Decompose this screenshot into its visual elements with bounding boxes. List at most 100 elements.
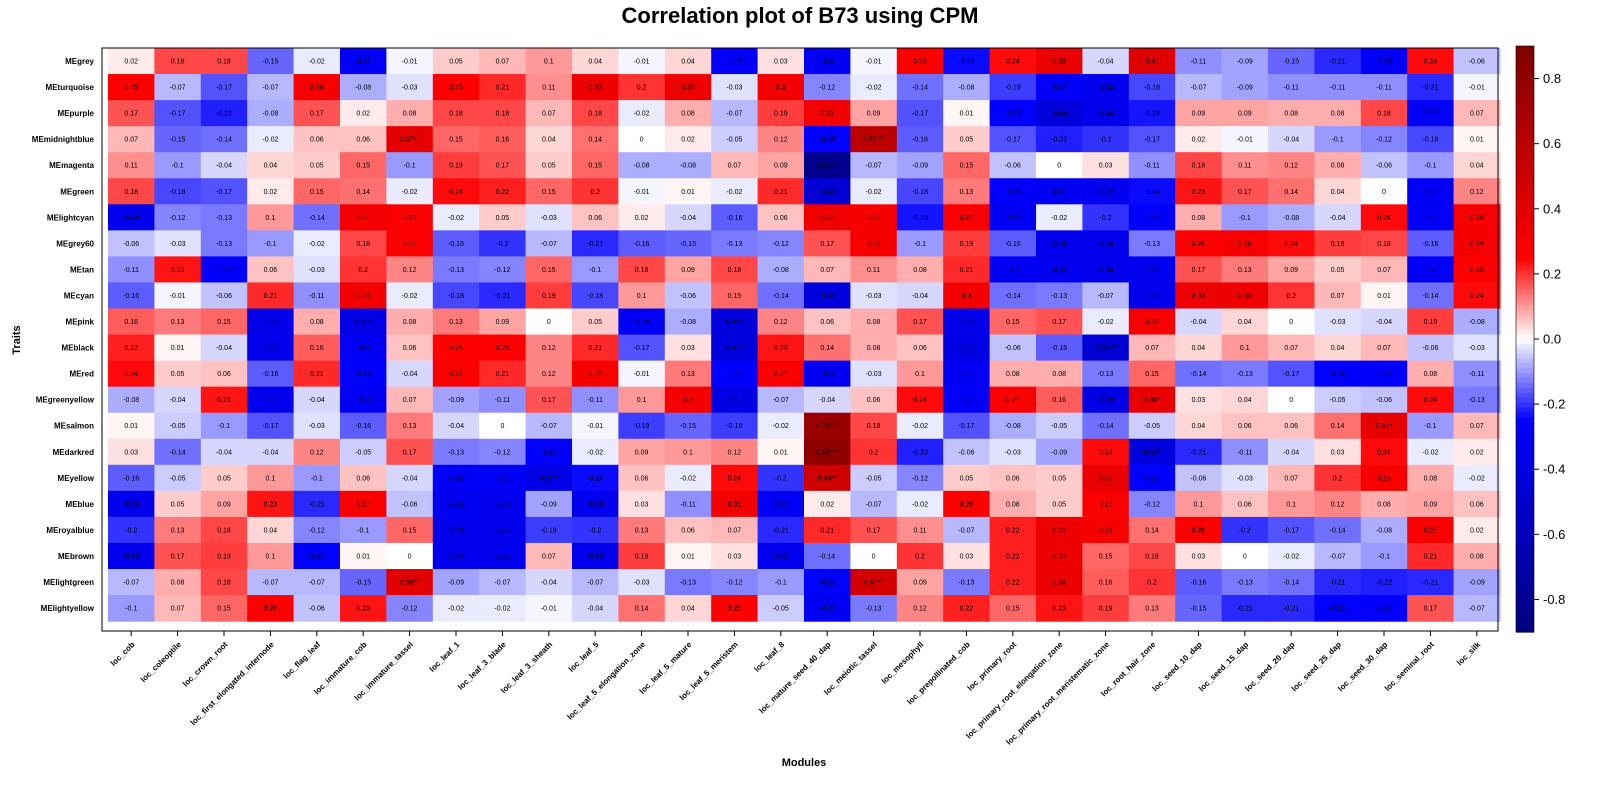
heatmap-cell	[1314, 464, 1362, 492]
heatmap-cell	[293, 178, 341, 205]
heatmap-cell	[386, 308, 434, 336]
cell-value-label: 0.12	[1284, 163, 1298, 170]
cell-value-label: 0.3	[776, 85, 786, 92]
legend-tick-label: 0.8	[1543, 71, 1561, 86]
heatmap-cell	[1314, 542, 1362, 570]
heatmap-cell	[1036, 516, 1083, 544]
cell-value-label: 0.07	[496, 59, 510, 66]
heatmap-cell	[1453, 438, 1501, 466]
cell-value-label: -0.14	[819, 553, 835, 560]
heatmap-cell	[200, 282, 248, 310]
heatmap-cell	[896, 178, 944, 205]
cell-value-label: 0.21	[1424, 553, 1438, 560]
cell-value-label: -0.13	[866, 606, 882, 613]
cell-value-label: -0.17	[1005, 137, 1021, 144]
heatmap-cell	[432, 334, 480, 362]
cell-value-label: 0.27	[1006, 397, 1020, 404]
cell-value-label: -0.19	[726, 423, 742, 430]
heatmap-cell	[711, 100, 759, 127]
heatmap-cell	[1221, 48, 1269, 75]
heatmap-cell	[757, 334, 805, 362]
legend-color-step	[1516, 529, 1534, 535]
heatmap-cell	[479, 464, 527, 492]
heatmap-cell	[1128, 412, 1176, 440]
legend-color-step	[1516, 461, 1534, 467]
cell-value-label: 0.13	[171, 527, 185, 534]
heatmap-cell	[340, 464, 387, 492]
heatmap-cell	[154, 334, 202, 362]
heatmap-cell	[432, 126, 480, 153]
heatmap-cell	[386, 100, 434, 127]
heatmap-cell	[340, 152, 387, 179]
legend-color-step	[1516, 578, 1534, 584]
cell-value-label: -0.12	[170, 215, 186, 222]
heatmap-cell	[525, 464, 573, 492]
cell-value-label: -0.15	[355, 580, 371, 587]
heatmap-cell	[340, 282, 387, 310]
cell-value-label: 0.15	[542, 267, 556, 274]
legend-color-step	[1516, 329, 1534, 335]
cell-value-label: -0.17	[216, 189, 232, 196]
heatmap-cell	[1360, 152, 1408, 179]
cell-value-label: 0.14	[1331, 423, 1345, 430]
cell-value-label: -0.01	[1469, 85, 1485, 92]
heatmap-cell	[1082, 569, 1130, 596]
heatmap-cell	[1036, 308, 1083, 336]
heatmap-cell	[572, 516, 619, 544]
cell-value-label: -0.1	[775, 580, 787, 587]
cell-value-label: -0.02	[402, 189, 418, 196]
heatmap-cell	[711, 126, 759, 153]
heatmap-cell	[1082, 360, 1130, 388]
cell-value-label: -0.01	[634, 59, 650, 66]
heatmap-cell	[1036, 464, 1083, 492]
heatmap-cell	[572, 126, 619, 153]
cell-value-label: 0.14	[1284, 189, 1298, 196]
legend-color-step	[1516, 60, 1534, 67]
cell-value-label: 0.27	[403, 241, 417, 248]
legend-color-step	[1516, 197, 1534, 203]
cell-value-label: 0.27	[1099, 501, 1113, 508]
cell-value-label: -0.12	[1144, 501, 1160, 508]
cell-value-label: 0.03	[681, 345, 695, 352]
cell-value-label: -0.08	[262, 111, 278, 118]
heatmap-cell	[1082, 100, 1130, 127]
heatmap-cell	[1268, 386, 1315, 414]
cell-value-label: 0.1	[683, 449, 693, 456]
cell-value-label: -0.27	[726, 59, 742, 66]
heatmap-cell	[989, 48, 1037, 75]
heatmap-cell	[1082, 126, 1130, 153]
heatmap-cell	[386, 569, 434, 596]
cell-value-label: 0.03	[1331, 449, 1345, 456]
cell-value-label: 0.31	[356, 293, 370, 300]
cell-value-label: -0.3	[357, 397, 369, 404]
cell-value-label: -0.03	[726, 85, 742, 92]
heatmap-cell	[525, 178, 573, 205]
heatmap-cell	[247, 386, 295, 414]
heatmap-cell	[1360, 360, 1408, 388]
heatmap-cell	[1036, 152, 1083, 179]
heatmap-cell	[1360, 308, 1408, 336]
heatmap-cell	[1175, 569, 1223, 596]
cell-value-label: 0.27	[1424, 527, 1438, 534]
heatmap-cell	[850, 308, 898, 336]
heatmap-cell	[247, 490, 295, 518]
cell-value-label: 0.17	[867, 527, 881, 534]
cell-value-label: -0.2	[775, 475, 787, 482]
cell-value-label: -0.03	[402, 85, 418, 92]
cell-value-label: 0.1	[266, 475, 276, 482]
heatmap-cell	[664, 490, 712, 518]
cell-value-label: 0.06	[820, 319, 834, 326]
y-axis-label: Traits	[11, 325, 23, 354]
heatmap-cell	[989, 386, 1037, 414]
legend-color-step	[1516, 539, 1534, 545]
legend-color-step	[1516, 446, 1534, 452]
legend-tick-label: -0.4	[1543, 462, 1565, 477]
cell-value-label: 0.19	[217, 553, 231, 560]
heatmap-cell	[1268, 464, 1315, 492]
cell-value-label: -0.3	[357, 345, 369, 352]
cell-value-label: -0.11	[1144, 163, 1160, 170]
cell-value-label: -0.31	[1051, 189, 1067, 196]
heatmap-cell	[108, 308, 155, 336]
cell-value-label: 0.37**	[400, 137, 419, 144]
cell-value-label: 0.02	[1192, 137, 1206, 144]
